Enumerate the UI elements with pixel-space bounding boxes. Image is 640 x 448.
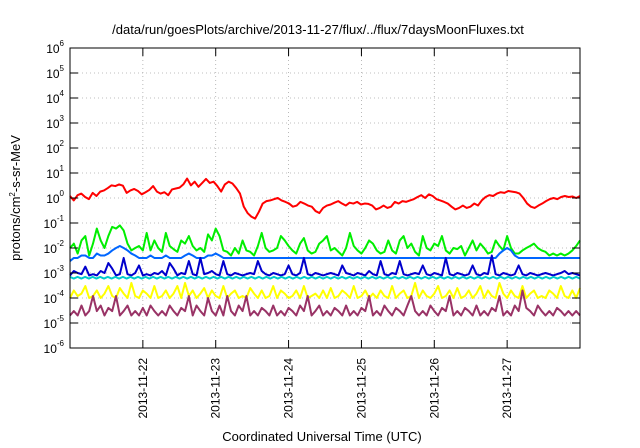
y-tick-label: 10-2: [44, 239, 65, 256]
series-line-6: [69, 281, 581, 299]
y-tick-label: 104: [46, 89, 64, 106]
y-tick-label: 105: [46, 64, 64, 81]
series-line-7: [69, 289, 581, 317]
series-group: [69, 177, 581, 317]
y-tick-label: 100: [46, 189, 64, 206]
series-line-4: [69, 254, 581, 277]
y-tick-label: 102: [46, 139, 64, 156]
y-axis-label: protons/cm2-s-sr-MeV: [8, 135, 23, 261]
y-axis: 10-6 10-5 10-4 10-3 10-2 10-1 100 101 102 103 104 1…: [44, 39, 580, 356]
y-tick-label: 10-4: [44, 289, 65, 306]
grid-lines: [70, 48, 580, 348]
y-tick-label: 106: [46, 39, 64, 56]
y-tick-label: 10-6: [44, 339, 65, 356]
x-tick-label: 2013-11-27: [500, 358, 514, 419]
y-tick-label: 103: [46, 114, 64, 131]
x-tick-label: 2013-11-23: [209, 358, 223, 419]
series-line-1: [69, 177, 581, 220]
series-line-5: [69, 275, 581, 280]
x-tick-label: 2013-11-26: [427, 358, 441, 419]
x-axis-label: Coordinated Universal Time (UTC): [222, 429, 421, 444]
x-tick-label: 2013-11-22: [136, 358, 150, 419]
series-line-3: [69, 245, 580, 262]
y-tick-label: 10-1: [44, 214, 65, 231]
y-tick-label: 101: [46, 164, 64, 181]
x-tick-label: 2013-11-24: [282, 358, 296, 419]
y-tick-label: 10-3: [44, 264, 65, 281]
y-tick-label: 10-5: [44, 314, 65, 331]
x-tick-label: 2013-11-25: [354, 358, 368, 419]
chart-title: /data/run/goesPlots/archive/2013-11-27/f…: [112, 22, 524, 37]
series-line-2: [69, 224, 581, 257]
x-axis: 2013-11-22 2013-11-23 2013-11-24 2013-11-25…: [136, 48, 514, 419]
